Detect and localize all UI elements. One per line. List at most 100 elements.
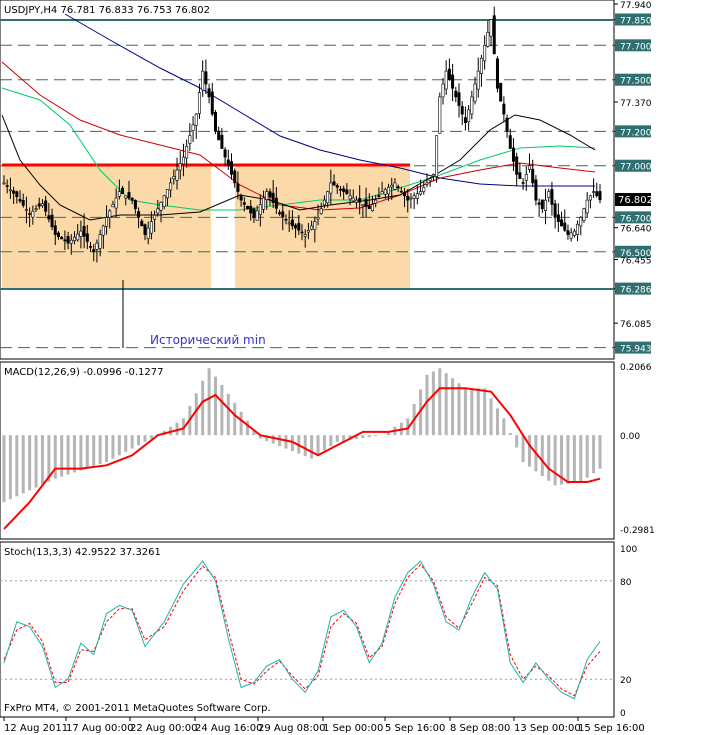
macd-bar xyxy=(105,435,109,462)
time-tick-label: 5 Sep 16:00 xyxy=(385,723,445,734)
candle-body xyxy=(172,176,176,180)
candle-body xyxy=(556,214,560,222)
macd-bar xyxy=(149,435,153,439)
macd-bar xyxy=(66,435,70,475)
candle-body xyxy=(473,83,477,102)
candle-body xyxy=(326,191,330,204)
candle-body xyxy=(431,174,435,177)
macd-bar xyxy=(40,435,44,485)
candle-body xyxy=(69,239,73,244)
candle-body xyxy=(547,191,551,198)
candle-body xyxy=(367,205,371,210)
macd-header: MACD(12,26,9) -0.0996 -0.1277 xyxy=(4,367,164,378)
macd-bar xyxy=(438,368,442,436)
candle-body xyxy=(393,182,397,190)
candle-body xyxy=(537,202,541,205)
macd-bar xyxy=(53,435,57,479)
candle-body xyxy=(380,191,384,195)
macd-bar xyxy=(444,373,448,436)
stochastic-tick-label: 100 xyxy=(620,545,637,555)
macd-bar xyxy=(579,435,583,483)
candle-body xyxy=(8,189,12,192)
stochastic-levels xyxy=(0,580,614,680)
price-tick-label: 76.286 xyxy=(620,286,652,296)
macd-bar xyxy=(220,384,224,436)
macd-bar xyxy=(290,435,294,452)
macd-bar xyxy=(137,435,141,446)
candle-body xyxy=(28,213,32,215)
macd-bar xyxy=(553,435,557,486)
candle-body xyxy=(207,88,211,98)
candle-body xyxy=(598,191,602,201)
candle-body xyxy=(428,178,432,181)
candle-body xyxy=(63,239,67,242)
candle-body xyxy=(156,208,160,214)
candle-body xyxy=(117,191,121,197)
candle-body xyxy=(297,223,301,231)
time-tick-label: 12 Aug 2011 xyxy=(4,723,68,734)
macd-bar xyxy=(143,435,147,442)
price-tick-label: 76.500 xyxy=(620,249,652,259)
candle-body xyxy=(239,195,243,201)
candle-body xyxy=(422,186,426,192)
candle-body xyxy=(213,111,217,132)
candle-body xyxy=(220,134,224,149)
moving-average-blue xyxy=(64,13,595,187)
macd-bar xyxy=(117,435,121,456)
candle-body xyxy=(486,32,490,47)
macd-bar xyxy=(15,435,19,497)
macd-bar xyxy=(194,393,198,436)
current-price-label: 76.802 xyxy=(618,195,653,206)
candle-body xyxy=(358,198,362,203)
candle-body xyxy=(351,197,355,202)
candle-body xyxy=(44,200,48,212)
candle-body xyxy=(499,82,503,102)
candle-body xyxy=(210,91,214,115)
candle-body xyxy=(290,219,294,227)
price-level-box xyxy=(615,341,651,354)
candle-body xyxy=(566,230,570,235)
candle-body xyxy=(502,103,506,115)
stochastic-axis: 100 80 20 0 xyxy=(620,545,637,719)
candle-body xyxy=(463,117,467,124)
candle-body xyxy=(457,92,461,106)
candle-body xyxy=(217,130,221,141)
candle-body xyxy=(441,83,445,98)
candle-body xyxy=(383,189,387,195)
candle-body xyxy=(143,224,147,235)
candle-body xyxy=(34,208,38,211)
candle-body xyxy=(159,201,163,211)
candle-body xyxy=(364,199,368,207)
stochastic-tick-label: 20 xyxy=(620,676,632,686)
macd-bar xyxy=(72,435,76,473)
macd-bar xyxy=(354,435,358,440)
historical-min-annotation: Исторический min xyxy=(150,333,266,347)
candle-body xyxy=(585,199,589,214)
time-tick-label: 8 Sep 08:00 xyxy=(450,723,510,734)
candle-body xyxy=(579,217,583,227)
moving-average-green xyxy=(1,87,596,211)
time-tick-label: 17 Aug 00:00 xyxy=(66,723,133,734)
macd-bar xyxy=(463,388,467,436)
candle-body xyxy=(98,234,102,249)
candle-body xyxy=(24,209,28,211)
candle-body xyxy=(12,190,16,194)
candle-body xyxy=(242,202,246,205)
candle-body xyxy=(592,191,596,193)
candle-body xyxy=(511,147,515,162)
candle-body xyxy=(79,230,83,237)
macd-bar xyxy=(201,380,205,436)
stochastic-tick-label: 0 xyxy=(620,709,626,719)
macd-bar xyxy=(483,388,487,436)
macd-bar xyxy=(258,435,262,439)
candle-body xyxy=(101,225,105,236)
macd-bar xyxy=(265,435,269,442)
candle-body xyxy=(230,161,234,175)
candlesticks xyxy=(2,6,602,263)
candle-body xyxy=(354,199,358,203)
candle-body xyxy=(495,58,499,89)
candle-body xyxy=(204,71,208,85)
macd-bar xyxy=(246,420,250,436)
